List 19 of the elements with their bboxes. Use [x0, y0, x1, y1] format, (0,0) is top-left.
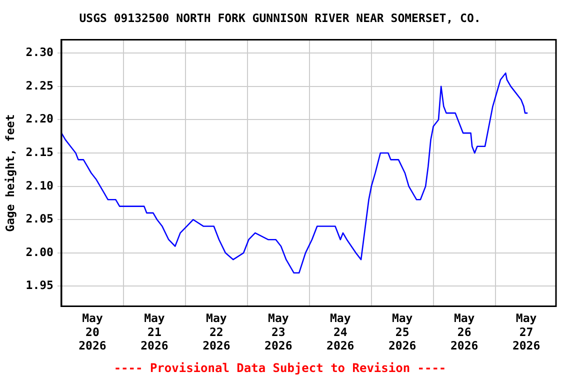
y-tick-label: 2.10 [26, 178, 54, 192]
x-tick-label: May 22 2026 [202, 311, 230, 353]
y-axis-title: Gage height, feet [2, 114, 17, 232]
y-tick-label: 2.05 [26, 212, 54, 226]
y-tick-label: 2.25 [26, 78, 54, 92]
x-tick-label: May 24 2026 [326, 311, 354, 353]
x-tick-label: May 20 2026 [78, 311, 106, 353]
x-tick-label: May 27 2026 [512, 311, 540, 353]
x-tick-label: May 26 2026 [450, 311, 478, 353]
y-tick-label: 2.30 [26, 45, 54, 60]
x-tick-label: May 25 2026 [388, 311, 416, 353]
y-tick-label: 2.20 [26, 112, 54, 126]
y-tick-label: 2.00 [26, 244, 54, 259]
y-tick-label: 1.95 [26, 278, 54, 292]
text: ---- Provisional Data Subject to Revision ---- [114, 360, 446, 375]
y-tick-label: 2.15 [26, 145, 54, 160]
chart-title: USGS 09132500 NORTH FORK GUNNISON RIVER NEAR SOMERSET, CO. [79, 10, 481, 25]
x-tick-label: May 21 2026 [140, 311, 168, 353]
x-tick-label: May 23 2026 [264, 311, 292, 353]
